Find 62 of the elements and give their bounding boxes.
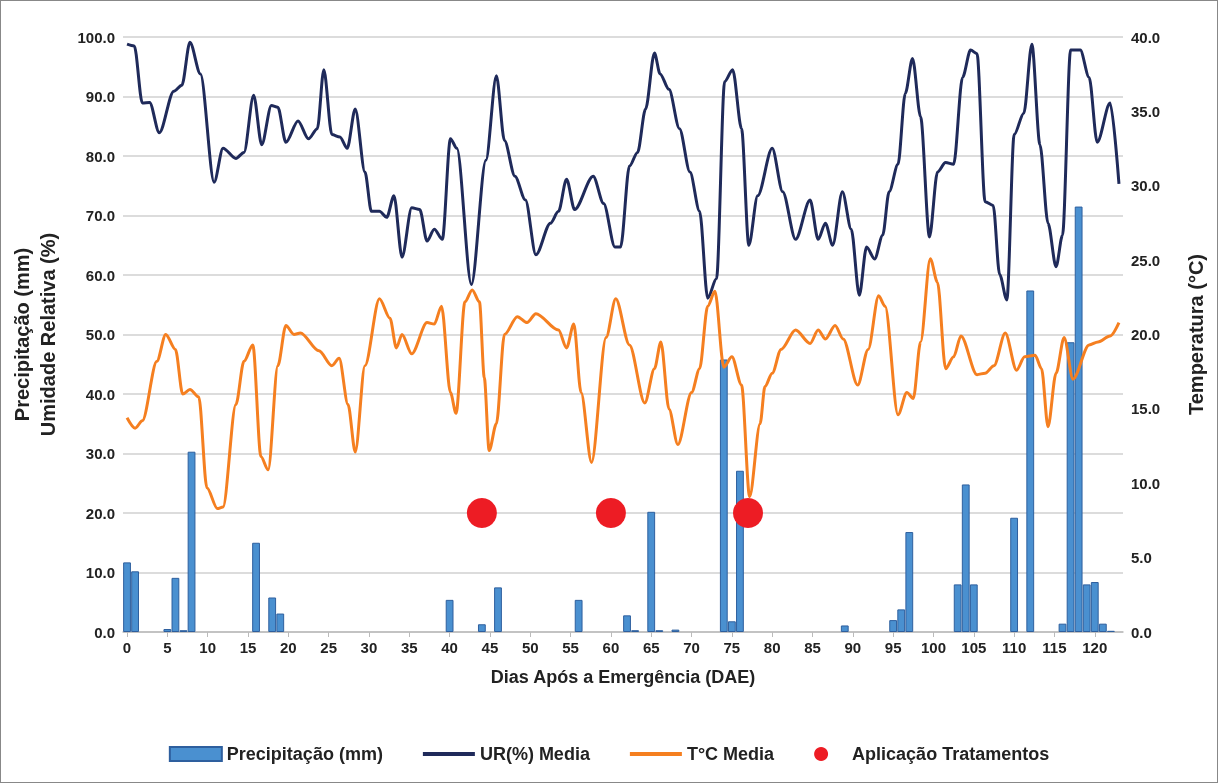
x-tick-label: 105 bbox=[961, 639, 987, 656]
bar bbox=[840, 625, 849, 632]
y2-axis-title: Temperatura (°C) bbox=[1185, 254, 1207, 415]
x-tick-label: 95 bbox=[884, 639, 902, 656]
y2-tick-label: 30.0 bbox=[1131, 177, 1161, 195]
x-tick-label: 85 bbox=[804, 639, 821, 656]
x-tick-label: 15 bbox=[239, 639, 257, 656]
x-tick-label: 5 bbox=[163, 639, 172, 656]
bar bbox=[494, 587, 502, 632]
x-tick-label: 0 bbox=[122, 639, 132, 656]
y2-tick-label: 25.0 bbox=[1131, 251, 1161, 269]
y-tick-label: 60.0 bbox=[85, 266, 115, 284]
legend-label: Aplicação Tratamentos bbox=[852, 744, 1050, 764]
legend-label: T°C Media bbox=[686, 744, 776, 764]
x-tick-label: 10 bbox=[199, 639, 217, 656]
legend-label: Precipitação (mm) bbox=[226, 744, 383, 764]
x-tick-label: 65 bbox=[642, 639, 660, 656]
y2-tick-label: 20.0 bbox=[1131, 326, 1161, 343]
y2-tick-label: 5.0 bbox=[1131, 549, 1152, 567]
x-tick-label: 110 bbox=[1002, 639, 1027, 656]
x-tick-label: 50 bbox=[521, 639, 539, 656]
line-series bbox=[125, 40, 1121, 302]
y-tick-label: 10.0 bbox=[85, 564, 115, 581]
bar bbox=[445, 599, 454, 632]
y-tick-label: 50.0 bbox=[85, 326, 115, 343]
bar bbox=[477, 624, 486, 632]
line-series bbox=[125, 257, 1121, 511]
x-tick-label: 60 bbox=[602, 639, 620, 656]
y-tick-label: 40.0 bbox=[85, 385, 115, 403]
x-tick-label: 55 bbox=[562, 639, 579, 656]
x-tick-label: 80 bbox=[763, 639, 781, 656]
x-tick-label: 115 bbox=[1042, 639, 1067, 656]
y2-tick-label: 40.0 bbox=[1131, 28, 1161, 46]
x-tick-label: 120 bbox=[1082, 639, 1108, 656]
x-tick-label: 70 bbox=[683, 639, 700, 656]
y2-tick-label: 15.0 bbox=[1131, 400, 1161, 418]
bar bbox=[252, 542, 260, 632]
x-tick-label: 25 bbox=[320, 639, 337, 656]
x-tick-label: 100 bbox=[920, 639, 946, 656]
x-axis-title: Dias Após a Emergência (DAE) bbox=[490, 667, 756, 687]
x-tick-label: 35 bbox=[400, 639, 418, 656]
y-tick-label: 30.0 bbox=[85, 445, 115, 462]
x-tick-label: 20 bbox=[279, 639, 297, 656]
x-tick-label: 45 bbox=[481, 639, 499, 656]
y-tick-label: 90.0 bbox=[85, 88, 115, 105]
y-axis-title: Precipitação (mm) Umidade Relativa (%) bbox=[11, 232, 59, 437]
legend-label: UR(%) Media bbox=[479, 744, 591, 764]
x-tick-label: 40 bbox=[441, 639, 458, 656]
y-tick-label: 80.0 bbox=[85, 147, 115, 165]
bar bbox=[1026, 290, 1035, 632]
bar bbox=[1010, 517, 1019, 632]
y-tick-label: 70.0 bbox=[85, 207, 115, 224]
y2-tick-label: 35.0 bbox=[1131, 102, 1161, 120]
bar bbox=[574, 599, 583, 632]
y2-tick-label: 0.0 bbox=[1131, 623, 1152, 641]
y-tick-label: 0.0 bbox=[94, 623, 115, 641]
x-tick-label: 90 bbox=[844, 639, 862, 656]
x-tick-label: 30 bbox=[360, 639, 378, 656]
y2-tick-label: 10.0 bbox=[1131, 474, 1161, 492]
y-tick-label: 20.0 bbox=[85, 504, 115, 522]
x-tick-label: 75 bbox=[723, 639, 741, 656]
y-tick-label: 100.0 bbox=[77, 28, 115, 46]
